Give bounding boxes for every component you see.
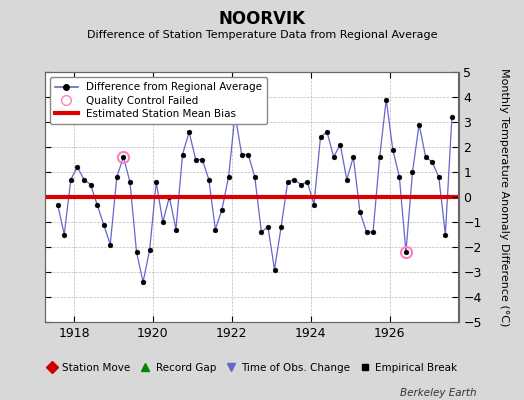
Text: NOORVIK: NOORVIK [219, 10, 305, 28]
Y-axis label: Monthly Temperature Anomaly Difference (°C): Monthly Temperature Anomaly Difference (… [498, 68, 508, 326]
Text: Difference of Station Temperature Data from Regional Average: Difference of Station Temperature Data f… [87, 30, 437, 40]
Text: Berkeley Earth: Berkeley Earth [400, 388, 477, 398]
Legend: Difference from Regional Average, Quality Control Failed, Estimated Station Mean: Difference from Regional Average, Qualit… [50, 77, 267, 124]
Legend: Station Move, Record Gap, Time of Obs. Change, Empirical Break: Station Move, Record Gap, Time of Obs. C… [41, 359, 462, 377]
